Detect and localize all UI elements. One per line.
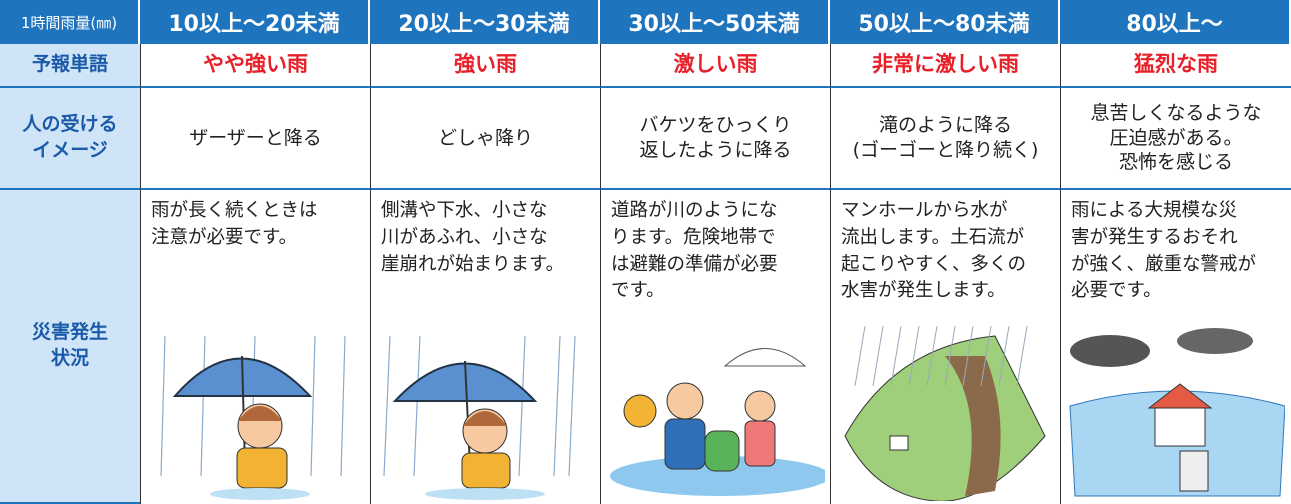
- cell-text: どしゃ降り: [437, 126, 533, 149]
- cell-text: (ゴーゴーと降り続く): [852, 139, 1039, 161]
- row-label-text: 災害発生: [31, 321, 108, 344]
- cell-text: 必要です。: [1071, 280, 1162, 302]
- header-text: 30以上～50未満: [628, 12, 800, 37]
- cell: ザーザーと降る: [140, 88, 370, 190]
- cell-text: ザーザーと降る: [189, 126, 322, 149]
- header-text: 10以上～20未満: [168, 12, 340, 37]
- cell-text: 崖崩れが始まります。: [381, 253, 565, 275]
- illustration: [610, 348, 825, 496]
- cell-text: 側溝や下水、小さな: [381, 200, 548, 221]
- header-text: 50以上～80未満: [858, 12, 1030, 37]
- cell: 強い雨: [370, 44, 600, 88]
- cell-text: バケツをひっくり: [639, 114, 792, 137]
- illustration: [844, 326, 1046, 501]
- cell: 猛烈な雨: [1060, 44, 1291, 88]
- cell-text: 非常に激しい雨: [872, 52, 1019, 77]
- illustration: [160, 335, 346, 500]
- cell: 側溝や下水、小さな 川があふれ、小さな 崖崩れが始まります。: [370, 190, 600, 504]
- header-cell: 10以上～20未満: [140, 0, 370, 44]
- cell-text: 雨が長く続くときは: [151, 200, 318, 221]
- cell-text: は避難の準備が必要: [611, 253, 778, 275]
- cell-text: 起こりやすく、多くの: [841, 253, 1027, 275]
- header-cell: 20以上～30未満: [370, 0, 600, 44]
- illustration: [383, 335, 576, 500]
- cell-text: 恐怖を感じる: [1118, 151, 1233, 174]
- row-label-text: 人の受ける: [22, 113, 118, 136]
- cell: 雨が長く続くときは 注意が必要です。: [140, 190, 370, 504]
- cell-text: 猛烈な雨: [1134, 52, 1218, 77]
- cell-text: 川があふれ、小さな: [381, 226, 548, 248]
- header-text: 20以上～30未満: [398, 12, 570, 37]
- cell: バケツをひっくり 返したように降る: [600, 88, 830, 190]
- cell-text: 返したように降る: [639, 139, 792, 161]
- cell-text: 圧迫感がある。: [1109, 126, 1243, 149]
- cell: どしゃ降り: [370, 88, 600, 190]
- cell-text: 激しい雨: [673, 52, 758, 77]
- cell: 激しい雨: [600, 44, 830, 88]
- cell-text: が強く、厳重な警戒が: [1071, 253, 1257, 275]
- row-label-text: 予報単語: [31, 53, 108, 76]
- header-cell: 80以上～: [1060, 0, 1291, 44]
- row-label: 災害発生 状況: [0, 190, 140, 504]
- header-cell: 30以上～50未満: [600, 0, 830, 44]
- row-label: 予報単語: [0, 44, 140, 88]
- cell: やや強い雨: [140, 44, 370, 88]
- cell-text: マンホールから水が: [841, 200, 1008, 221]
- cell: 非常に激しい雨: [830, 44, 1060, 88]
- cell-text: 雨による大規模な災: [1071, 200, 1237, 221]
- header-text: 1時間雨量(㎜): [20, 13, 118, 32]
- row-label-text: イメージ: [32, 139, 108, 161]
- cell-text: 水害が発生します。: [841, 280, 1006, 302]
- cell: 息苦しくなるような 圧迫感がある。 恐怖を感じる: [1060, 88, 1291, 190]
- cell-text: やや強い雨: [203, 52, 308, 77]
- cell-text: 注意が必要です。: [151, 226, 298, 248]
- header-cell: 50以上～80未満: [830, 0, 1060, 44]
- cell: 雨による大規模な災 害が発生するおそれ が強く、厳重な警戒が 必要です。: [1060, 190, 1291, 504]
- header-cell: 1時間雨量(㎜): [0, 0, 140, 44]
- cell-text: 害が発生するおそれ: [1071, 226, 1238, 248]
- illustration: [1069, 328, 1285, 497]
- row-label-text: 状況: [50, 347, 89, 369]
- cell-text: 息苦しくなるような: [1090, 101, 1262, 124]
- cell-text: 強い雨: [454, 52, 517, 77]
- header-text: 80以上～: [1126, 12, 1223, 37]
- cell-text: 流出します。土石流が: [841, 226, 1025, 248]
- cell-text: 滝のように降る: [878, 114, 1012, 137]
- cell: マンホールから水が 流出します。土石流が 起こりやすく、多くの 水害が発生します。: [830, 190, 1060, 504]
- cell: 道路が川のようにな ります。危険地帯で は避難の準備が必要 です。: [600, 190, 830, 504]
- cell-text: ります。危険地帯で: [611, 226, 776, 248]
- cell-text: 道路が川のようにな: [611, 200, 778, 221]
- cell-text: です。: [611, 280, 665, 302]
- cell: 滝のように降る (ゴーゴーと降り続く): [830, 88, 1060, 190]
- row-label: 人の受ける イメージ: [0, 88, 140, 190]
